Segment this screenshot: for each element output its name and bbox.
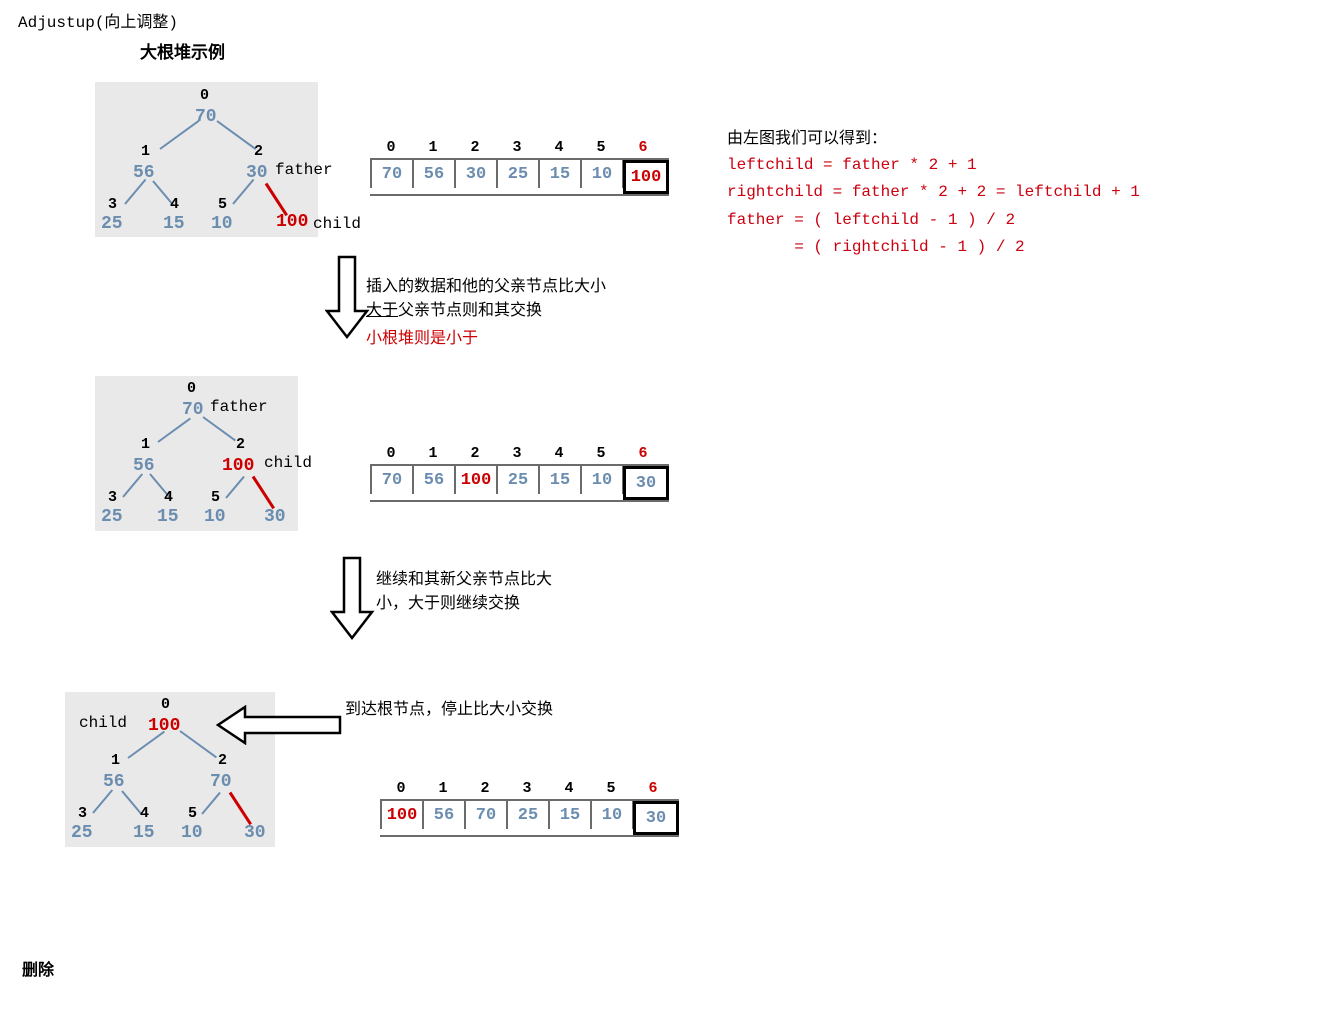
array-table: 0123456 705630251510100 [370, 139, 669, 196]
page-title: Adjustup(向上调整) [18, 8, 178, 32]
array-index: 3 [496, 445, 538, 462]
node-index: 3 [108, 196, 117, 213]
node-value: 10 [204, 507, 226, 527]
node-index: 1 [141, 436, 150, 453]
child-label: child [313, 215, 361, 233]
array-cell: 30 [623, 466, 669, 500]
array-cell: 30 [455, 160, 497, 188]
node-index: 5 [218, 196, 227, 213]
node-value: 10 [211, 214, 233, 234]
array-cell: 100 [623, 160, 669, 194]
array-cell: 56 [423, 801, 465, 829]
node-index: 5 [211, 489, 220, 506]
step3-text: 到达根节点，停止比大小交换 [345, 698, 553, 722]
array-cell: 25 [497, 160, 539, 188]
node-value-extra: 100 [276, 212, 308, 232]
node-value: 15 [133, 823, 155, 843]
array-index: 6 [632, 780, 674, 797]
array-table: 0123456 100567025151030 [380, 780, 679, 837]
section-heading: 大根堆示例 [140, 38, 225, 64]
node-index: 0 [187, 380, 196, 397]
array-cell: 100 [380, 801, 423, 829]
array-index: 2 [464, 780, 506, 797]
footer-label: 删除 [22, 956, 54, 980]
node-index: 2 [218, 752, 227, 769]
array-cell: 25 [507, 801, 549, 829]
node-value: 15 [157, 507, 179, 527]
array-index: 5 [580, 445, 622, 462]
node-value-extra: 30 [264, 507, 286, 527]
array-index: 4 [538, 445, 580, 462]
array-cell: 70 [370, 466, 413, 494]
node-value: 15 [163, 214, 185, 234]
node-index: 4 [140, 805, 149, 822]
array-cell: 10 [581, 466, 623, 494]
array-cell: 10 [591, 801, 633, 829]
father-label: father [275, 161, 333, 179]
array-cell: 25 [497, 466, 539, 494]
node-index: 2 [236, 436, 245, 453]
node-value: 56 [103, 772, 125, 792]
array-index: 2 [454, 445, 496, 462]
array-table: 0123456 705610025151030 [370, 445, 669, 502]
node-value: 25 [101, 214, 123, 234]
node-index: 2 [254, 143, 263, 160]
node-index: 4 [170, 196, 179, 213]
down-arrow-icon [330, 556, 378, 648]
array-cell: 100 [455, 466, 497, 494]
node-index: 3 [78, 805, 87, 822]
array-cell: 56 [413, 466, 455, 494]
array-index: 4 [538, 139, 580, 156]
node-index: 1 [141, 143, 150, 160]
array-cell: 15 [549, 801, 591, 829]
array-index: 6 [622, 139, 664, 156]
step2-text: 继续和其新父亲节点比大小，大于则继续交换 [376, 568, 552, 616]
node-value: 70 [210, 772, 232, 792]
array-cell: 56 [413, 160, 455, 188]
array-cell: 70 [370, 160, 413, 188]
father-label: father [210, 398, 268, 416]
child-label: child [264, 454, 312, 472]
array-index: 2 [454, 139, 496, 156]
node-value: 25 [101, 507, 123, 527]
node-value: 100 [222, 456, 254, 476]
child-label: child [79, 714, 127, 732]
left-arrow-icon [215, 705, 345, 745]
node-value: 56 [133, 456, 155, 476]
node-value: 70 [182, 400, 204, 420]
step1-text: 插入的数据和他的父亲节点比大小 大于父亲节点则和其交换 小根堆则是小于 [366, 275, 606, 351]
node-index: 0 [200, 87, 209, 104]
node-value: 100 [148, 716, 180, 736]
node-value-extra: 30 [244, 823, 266, 843]
node-value: 70 [195, 107, 217, 127]
node-value: 56 [133, 163, 155, 183]
array-index: 1 [412, 445, 454, 462]
array-index: 3 [506, 780, 548, 797]
array-index: 1 [422, 780, 464, 797]
array-index: 0 [370, 445, 412, 462]
array-index: 0 [370, 139, 412, 156]
array-index: 3 [496, 139, 538, 156]
array-index: 0 [380, 780, 422, 797]
node-index: 4 [164, 489, 173, 506]
node-value: 30 [246, 163, 268, 183]
node-index: 0 [161, 696, 170, 713]
node-index: 3 [108, 489, 117, 506]
array-index: 4 [548, 780, 590, 797]
array-index: 5 [580, 139, 622, 156]
array-index: 5 [590, 780, 632, 797]
array-cell: 30 [633, 801, 679, 835]
node-index: 1 [111, 752, 120, 769]
array-cell: 70 [465, 801, 507, 829]
array-cell: 10 [581, 160, 623, 188]
array-index: 6 [622, 445, 664, 462]
node-index: 5 [188, 805, 197, 822]
node-value: 25 [71, 823, 93, 843]
array-cell: 15 [539, 160, 581, 188]
node-value: 10 [181, 823, 203, 843]
formula-box: 由左图我们可以得到： leftchild = father * 2 + 1 ri… [727, 125, 1140, 261]
array-index: 1 [412, 139, 454, 156]
array-cell: 15 [539, 466, 581, 494]
